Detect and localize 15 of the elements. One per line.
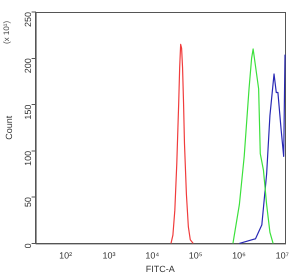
x-tick-label: 10⁷ (276, 250, 289, 260)
x-tick-label: 10⁵ (188, 250, 203, 260)
y-tick-label: 0 (23, 243, 34, 248)
y-tick-label: 50 (23, 197, 34, 208)
y-axis-title: Count (4, 115, 14, 140)
x-tick-label: 10² (59, 250, 72, 260)
text: (x 10¹) (2, 20, 11, 44)
x-tick-label: 10³ (102, 250, 116, 260)
y-tick-label: 200 (23, 58, 34, 74)
y-tick-label: 150 (23, 104, 34, 120)
y-tick-label: 250 (23, 12, 34, 28)
x-axis-title: FITC-A (146, 264, 175, 274)
x-tick-label: 10⁶ (232, 250, 246, 260)
y-tick-label: 100 (23, 150, 34, 166)
x-tick-label: 10⁴ (145, 250, 160, 260)
